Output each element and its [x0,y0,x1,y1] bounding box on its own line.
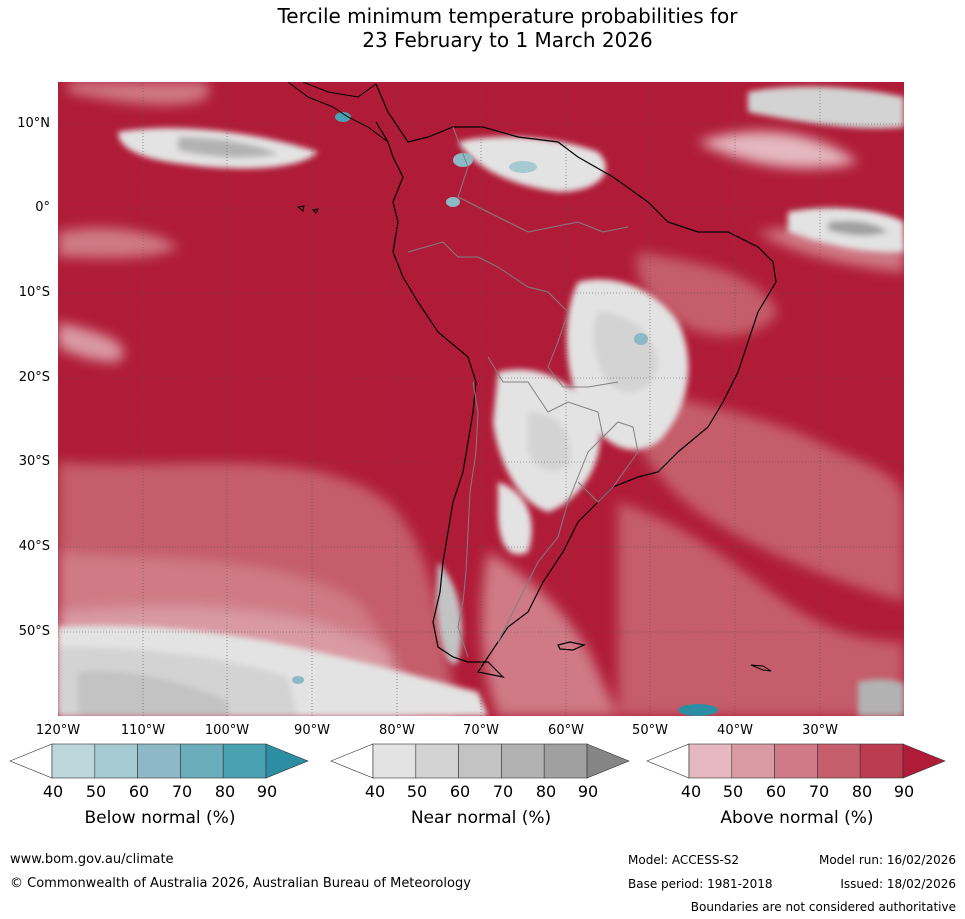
lon-label: 50°W [632,723,668,738]
lat-label: 10°S [18,285,50,300]
map-svg [58,82,904,716]
cb-tick: 70 [808,782,830,801]
colorbar-segment [180,743,224,779]
lon-label: 30°W [802,723,838,738]
cb-tick: 90 [577,782,599,801]
colorbar-near [330,743,630,779]
lon-label: 120°W [35,723,81,738]
graticule [58,82,904,716]
colorbar-segment [222,743,267,779]
cb-tick: 50 [85,782,107,801]
lon-label: 90°W [294,723,330,738]
lon-label: 80°W [379,723,415,738]
lon-label: 110°W [120,723,166,738]
cb-tick: 40 [364,782,386,801]
cb-tick: 40 [42,782,64,801]
cb-tick: 80 [851,782,873,801]
probability-map [58,82,904,716]
cb-tick: 60 [128,782,150,801]
colorbar-below [9,743,309,779]
below-normal-areas [292,112,718,716]
galapagos-islands [296,205,319,214]
issued-text: Issued: 18/02/2026 [840,877,956,891]
colorbar-segment [688,743,733,779]
lat-label: 50°S [18,624,50,639]
colorbar-segment [94,743,138,779]
central-america-coastline [287,82,389,143]
cb-tick: 80 [214,782,236,801]
title-line-2: 23 February to 1 March 2026 [362,28,653,52]
lat-label: 0° [35,200,50,215]
cb-tick: 90 [256,782,278,801]
base-period-text: Base period: 1981-2018 [628,877,773,891]
colorbar-segment [543,743,588,779]
colorbar-above-label: Above normal (%) [720,808,874,828]
country-borders [407,126,639,658]
colorbar-high-end [586,743,630,779]
lon-label: 60°W [548,723,584,738]
cb-tick: 40 [680,782,702,801]
colorbars [9,743,946,779]
colorbar-segment [137,743,181,779]
cb-tick: 80 [535,782,557,801]
falkland-islands [557,641,586,651]
colorbar-segment [731,743,775,779]
colorbar-segment [817,743,861,779]
colorbar-low-end [9,743,53,779]
disclaimer-text: Boundaries are not considered authoritat… [690,900,956,914]
cb-tick: 70 [171,782,193,801]
colorbar-high-end [902,743,946,779]
colorbar-low-end [330,743,374,779]
colorbar-segment [501,743,545,779]
colorbar-low-end [646,743,690,779]
lon-label: 40°W [717,723,753,738]
lon-label: 70°W [463,723,499,738]
colorbar-segment [51,743,96,779]
cb-tick: 60 [449,782,471,801]
colorbar-above [646,743,946,779]
cb-tick: 60 [765,782,787,801]
colorbar-segment [774,743,818,779]
website-link[interactable]: www.bom.gov.au/climate [10,852,174,867]
colorbar-high-end [265,743,309,779]
lat-label: 10°N [17,116,50,131]
cb-tick: 50 [406,782,428,801]
model-text: Model: ACCESS-S2 [628,853,740,867]
cb-tick: 70 [492,782,514,801]
lon-label: 100°W [204,723,250,738]
colorbar-below-label: Below normal (%) [84,808,236,828]
model-run-text: Model run: 16/02/2026 [818,853,956,867]
colorbar-near-label: Near normal (%) [410,808,552,828]
south-america-coastline [375,83,777,678]
lat-label: 30°S [18,454,50,469]
colorbar-segment [372,743,417,779]
south-georgia [750,664,772,672]
copyright-text: © Commonwealth of Australia 2026, Austra… [10,876,471,891]
colorbar-segment [415,743,459,779]
colorbar-segment [859,743,904,779]
map-title: Tercile minimum temperature probabilitie… [0,4,965,52]
lat-label: 20°S [18,370,50,385]
cb-tick: 90 [893,782,915,801]
title-line-1: Tercile minimum temperature probabilitie… [277,4,738,28]
cb-tick: 50 [722,782,744,801]
colorbar-segment [458,743,502,779]
lat-label: 40°S [18,539,50,554]
